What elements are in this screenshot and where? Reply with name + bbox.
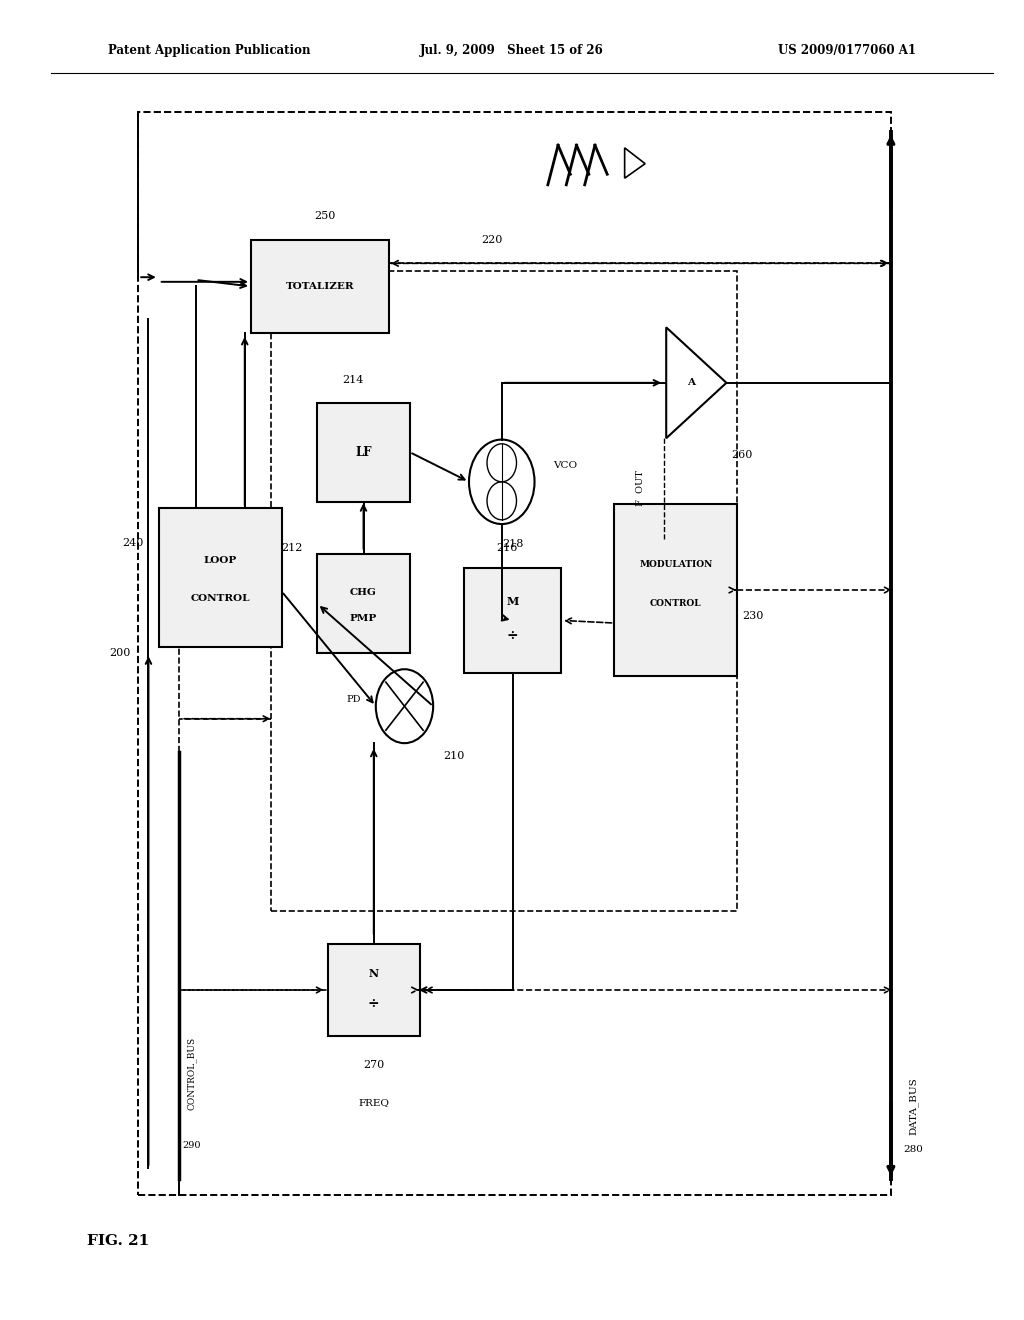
Text: VCO: VCO	[553, 462, 578, 470]
Bar	[159, 508, 282, 647]
Bar	[464, 568, 561, 673]
Text: 200: 200	[110, 648, 130, 659]
Text: A: A	[687, 379, 695, 387]
Text: CHG: CHG	[350, 587, 377, 597]
Text: 280: 280	[903, 1146, 924, 1154]
Text: LOOP: LOOP	[204, 556, 237, 565]
Text: CONTROL_BUS: CONTROL_BUS	[186, 1036, 197, 1110]
Text: 218: 218	[502, 539, 523, 549]
Text: TOTALIZER: TOTALIZER	[286, 282, 354, 290]
Text: FIG. 21: FIG. 21	[87, 1234, 150, 1247]
Text: CONTROL: CONTROL	[650, 599, 701, 609]
Text: Patent Application Publication: Patent Application Publication	[108, 44, 310, 57]
Bar	[317, 554, 410, 653]
Text: 216: 216	[497, 543, 517, 553]
Text: 210: 210	[443, 751, 464, 762]
Bar	[251, 240, 389, 333]
Text: LF: LF	[355, 446, 372, 458]
Text: US 2009/0177060 A1: US 2009/0177060 A1	[778, 44, 916, 57]
Text: 260: 260	[732, 450, 753, 461]
Text: F  OUT: F OUT	[636, 470, 645, 507]
Text: 250: 250	[314, 211, 336, 222]
Text: 214: 214	[343, 375, 364, 385]
Text: 220: 220	[481, 235, 502, 244]
Text: ÷: ÷	[507, 630, 518, 643]
Text: PMP: PMP	[350, 614, 377, 623]
Text: PD: PD	[346, 696, 360, 704]
Text: N: N	[369, 968, 379, 979]
Text: 230: 230	[742, 611, 763, 620]
Text: DATA_BUS: DATA_BUS	[908, 1077, 919, 1135]
Text: ÷: ÷	[368, 997, 380, 1011]
Text: 212: 212	[282, 543, 302, 553]
Bar	[317, 403, 410, 502]
Text: 290: 290	[182, 1142, 201, 1150]
Text: 270: 270	[364, 1060, 384, 1071]
Text: CONTROL: CONTROL	[190, 594, 250, 603]
Text: FREQ: FREQ	[358, 1098, 389, 1106]
Bar	[271, 271, 737, 911]
Text: 240: 240	[123, 537, 143, 548]
Text: M: M	[506, 595, 519, 607]
Bar	[138, 112, 891, 1195]
Text: Jul. 9, 2009   Sheet 15 of 26: Jul. 9, 2009 Sheet 15 of 26	[420, 44, 604, 57]
Bar	[614, 504, 737, 676]
Text: MODULATION: MODULATION	[639, 560, 713, 569]
Bar	[328, 944, 420, 1036]
